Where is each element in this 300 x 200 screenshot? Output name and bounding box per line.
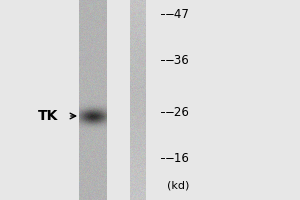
Text: −16: −16 — [165, 152, 190, 164]
Text: −36: −36 — [165, 53, 190, 66]
Text: −26: −26 — [165, 106, 190, 118]
Text: −47: −47 — [165, 7, 190, 21]
Text: TK: TK — [38, 109, 58, 123]
Text: (kd): (kd) — [167, 181, 189, 191]
